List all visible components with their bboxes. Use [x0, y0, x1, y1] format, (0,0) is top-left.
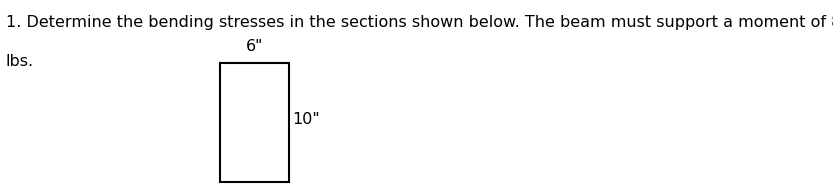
- Text: 10": 10": [292, 112, 320, 127]
- Text: lbs.: lbs.: [6, 54, 34, 69]
- Text: 6": 6": [246, 39, 263, 54]
- Bar: [220, 63, 289, 182]
- Text: 1. Determine the bending stresses in the sections shown below. The beam must sup: 1. Determine the bending stresses in the…: [6, 15, 833, 30]
